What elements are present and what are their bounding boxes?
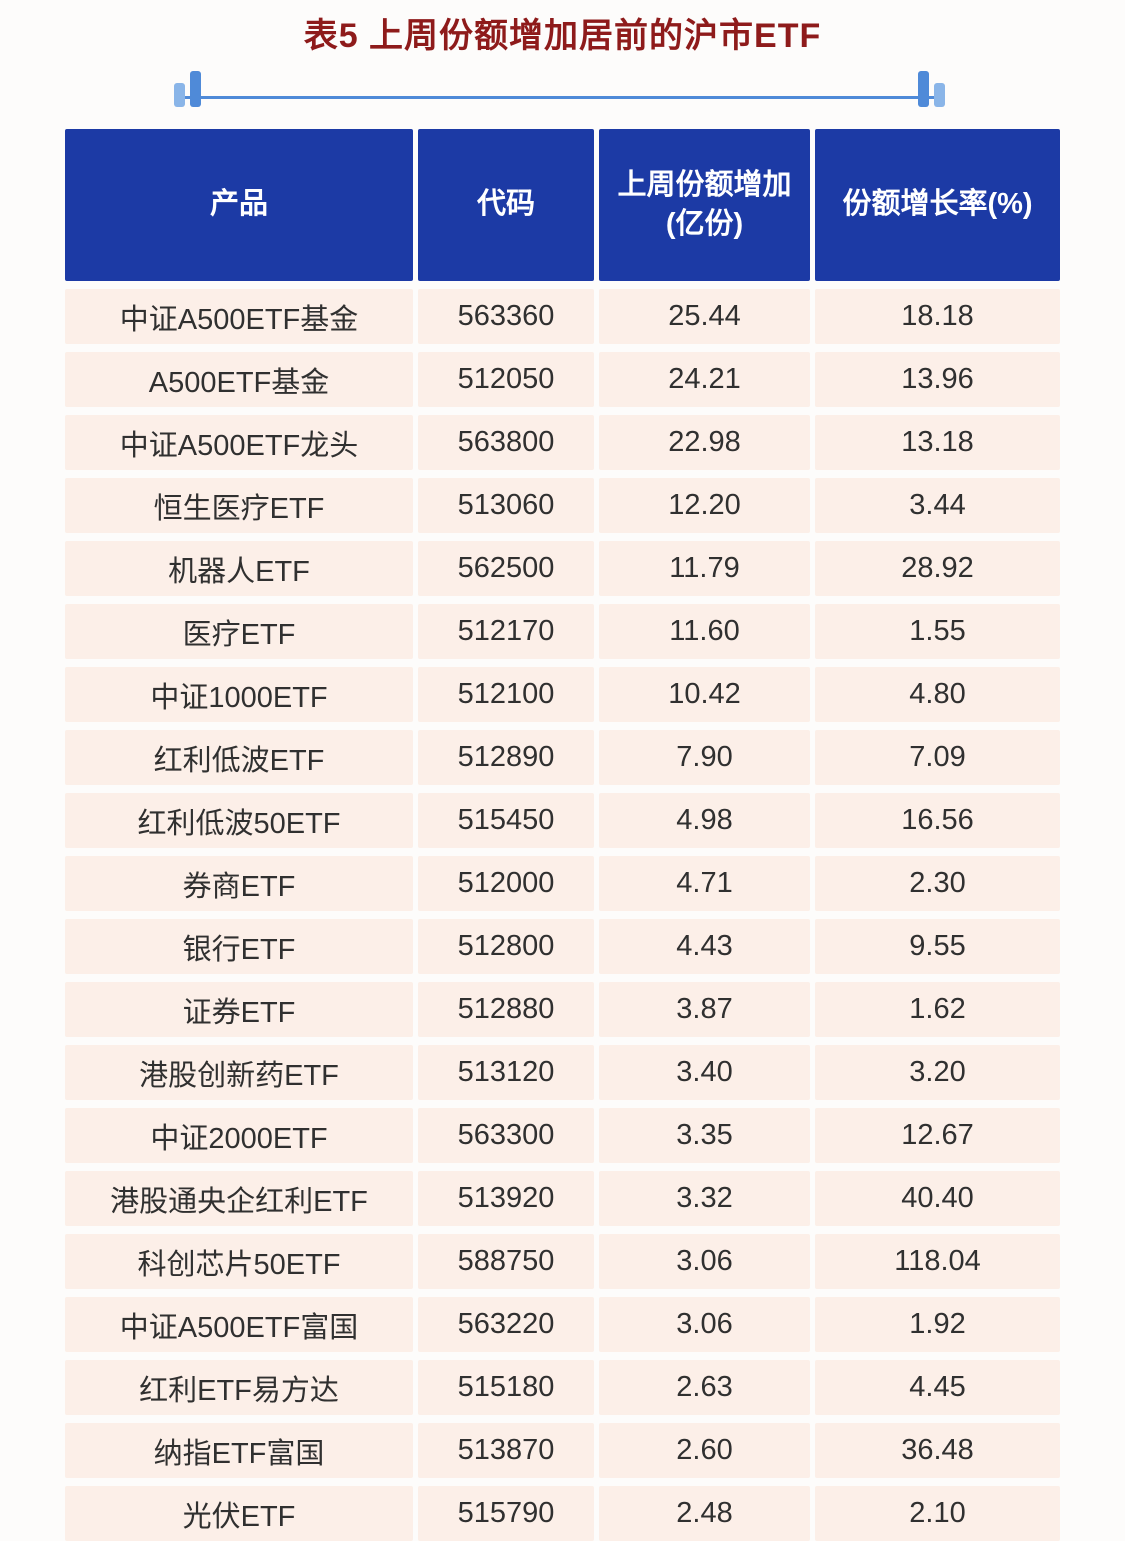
growth-cell: 3.20 <box>815 1045 1060 1100</box>
growth-cell: 40.40 <box>815 1171 1060 1226</box>
increase-cell: 2.63 <box>599 1360 810 1415</box>
code-cell: 563360 <box>418 289 594 344</box>
growth-cell: 9.55 <box>815 919 1060 974</box>
increase-cell: 12.20 <box>599 478 810 533</box>
code-cell: 512890 <box>418 730 594 785</box>
growth-cell: 1.62 <box>815 982 1060 1037</box>
growth-cell: 12.67 <box>815 1108 1060 1163</box>
increase-cell: 11.79 <box>599 541 810 596</box>
growth-cell: 1.55 <box>815 604 1060 659</box>
product-cell: 纳指ETF富国 <box>65 1423 413 1478</box>
growth-cell: 13.18 <box>815 415 1060 470</box>
column-header: 产品 <box>65 129 413 281</box>
code-cell: 515790 <box>418 1486 594 1541</box>
increase-cell: 4.71 <box>599 856 810 911</box>
growth-cell: 2.10 <box>815 1486 1060 1541</box>
code-cell: 513920 <box>418 1171 594 1226</box>
column-header: 代码 <box>418 129 594 281</box>
increase-cell: 4.43 <box>599 919 810 974</box>
product-cell: 港股创新药ETF <box>65 1045 413 1100</box>
code-cell: 512000 <box>418 856 594 911</box>
increase-cell: 7.90 <box>599 730 810 785</box>
product-cell: 科创芯片50ETF <box>65 1234 413 1289</box>
quote-bar <box>917 71 929 107</box>
growth-cell: 4.80 <box>815 667 1060 722</box>
code-cell: 563800 <box>418 415 594 470</box>
product-cell: 红利ETF易方达 <box>65 1360 413 1415</box>
quote-bars-right-icon <box>917 67 952 107</box>
growth-cell: 28.92 <box>815 541 1060 596</box>
table-title: 表5 上周份额增加居前的沪市ETF <box>303 17 822 55</box>
product-cell: 红利低波ETF <box>65 730 413 785</box>
increase-cell: 24.21 <box>599 352 810 407</box>
column-header: 份额增长率(%) <box>815 129 1060 281</box>
growth-cell: 7.09 <box>815 730 1060 785</box>
growth-cell: 16.56 <box>815 793 1060 848</box>
code-cell: 512170 <box>418 604 594 659</box>
growth-cell: 2.30 <box>815 856 1060 911</box>
code-cell: 515450 <box>418 793 594 848</box>
code-cell: 512880 <box>418 982 594 1037</box>
code-cell: 513060 <box>418 478 594 533</box>
code-cell: 515180 <box>418 1360 594 1415</box>
growth-cell: 36.48 <box>815 1423 1060 1478</box>
title-underline <box>183 96 942 99</box>
quote-bars-left-icon <box>173 67 208 107</box>
product-cell: 中证A500ETF基金 <box>65 289 413 344</box>
code-cell: 563300 <box>418 1108 594 1163</box>
product-cell: 中证A500ETF龙头 <box>65 415 413 470</box>
increase-cell: 2.48 <box>599 1486 810 1541</box>
growth-cell: 1.92 <box>815 1297 1060 1352</box>
product-cell: A500ETF基金 <box>65 352 413 407</box>
code-cell: 563220 <box>418 1297 594 1352</box>
code-cell: 513870 <box>418 1423 594 1478</box>
product-cell: 证券ETF <box>65 982 413 1037</box>
product-cell: 机器人ETF <box>65 541 413 596</box>
code-cell: 562500 <box>418 541 594 596</box>
product-cell: 券商ETF <box>65 856 413 911</box>
title-decoration <box>173 57 952 107</box>
product-cell: 医疗ETF <box>65 604 413 659</box>
code-cell: 588750 <box>418 1234 594 1289</box>
code-cell: 512050 <box>418 352 594 407</box>
product-cell: 中证2000ETF <box>65 1108 413 1163</box>
growth-cell: 13.96 <box>815 352 1060 407</box>
column-header: 上周份额增加 (亿份) <box>599 129 810 281</box>
increase-cell: 3.35 <box>599 1108 810 1163</box>
increase-cell: 3.06 <box>599 1297 810 1352</box>
increase-cell: 10.42 <box>599 667 810 722</box>
quote-bar <box>189 71 201 107</box>
quote-bar <box>933 83 945 107</box>
increase-cell: 11.60 <box>599 604 810 659</box>
growth-cell: 3.44 <box>815 478 1060 533</box>
product-cell: 银行ETF <box>65 919 413 974</box>
increase-cell: 2.60 <box>599 1423 810 1478</box>
growth-cell: 4.45 <box>815 1360 1060 1415</box>
product-cell: 恒生医疗ETF <box>65 478 413 533</box>
code-cell: 512100 <box>418 667 594 722</box>
increase-cell: 4.98 <box>599 793 810 848</box>
product-cell: 光伏ETF <box>65 1486 413 1541</box>
code-cell: 512800 <box>418 919 594 974</box>
code-cell: 513120 <box>418 1045 594 1100</box>
quote-bar <box>173 83 185 107</box>
growth-cell: 18.18 <box>815 289 1060 344</box>
growth-cell: 118.04 <box>815 1234 1060 1289</box>
product-cell: 红利低波50ETF <box>65 793 413 848</box>
etf-table: 产品 代码 上周份额增加 (亿份) 份额增长率(%) 中证A500ETF基金 563360… <box>65 129 1060 1541</box>
product-cell: 中证A500ETF富国 <box>65 1297 413 1352</box>
product-cell: 港股通央企红利ETF <box>65 1171 413 1226</box>
increase-cell: 25.44 <box>599 289 810 344</box>
increase-cell: 3.40 <box>599 1045 810 1100</box>
product-cell: 中证1000ETF <box>65 667 413 722</box>
increase-cell: 22.98 <box>599 415 810 470</box>
increase-cell: 3.06 <box>599 1234 810 1289</box>
increase-cell: 3.32 <box>599 1171 810 1226</box>
increase-cell: 3.87 <box>599 982 810 1037</box>
